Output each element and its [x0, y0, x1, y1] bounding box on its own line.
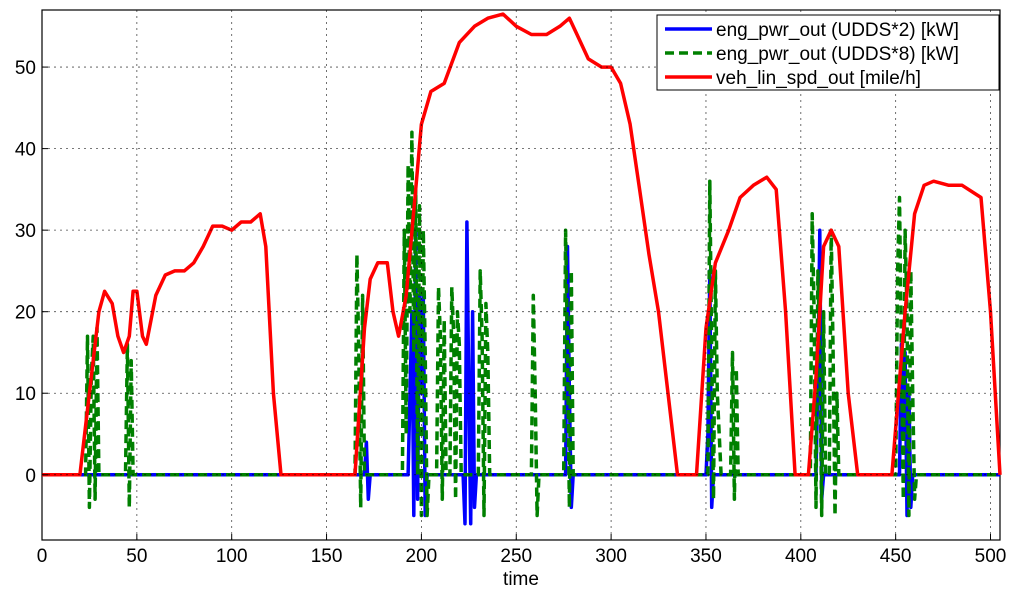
- x-tick-label: 450: [880, 546, 912, 567]
- y-tick-label: 0: [25, 466, 36, 487]
- x-tick-label: 200: [406, 546, 438, 567]
- y-tick-label: 30: [15, 221, 36, 242]
- y-tick-label: 20: [15, 303, 36, 324]
- x-tick-label: 500: [975, 546, 1007, 567]
- x-tick-label: 150: [311, 546, 343, 567]
- legend-label: eng_pwr_out (UDDS*8) [kW]: [716, 44, 959, 65]
- x-axis-label: time: [503, 569, 539, 590]
- x-tick-label: 300: [595, 546, 627, 567]
- x-tick-label: 400: [785, 546, 817, 567]
- x-tick-label: 50: [126, 546, 147, 567]
- series-line: [42, 220, 1000, 526]
- legend-box: [656, 14, 1000, 91]
- x-tick-label: 0: [37, 546, 48, 567]
- series-line: [42, 12, 1002, 477]
- x-tick-label: 250: [500, 546, 532, 567]
- x-tick-label: 100: [216, 546, 248, 567]
- y-tick-label: 40: [15, 140, 36, 161]
- legend: eng_pwr_out (UDDS*2) [kW] eng_pwr_out (UD…: [656, 14, 1000, 91]
- legend-label: veh_lin_spd_out [mile/h]: [716, 68, 921, 89]
- y-tick-label: 50: [15, 58, 36, 79]
- y-tick-label: 10: [15, 384, 36, 405]
- axes: 0 50 100 150 200 250 300 350 400 450 500 0 10 20 30 40 5…: [15, 10, 1007, 567]
- plot: [42, 12, 1002, 526]
- x-tick-label: 350: [690, 546, 722, 567]
- legend-label: eng_pwr_out (UDDS*2) [kW]: [716, 20, 959, 41]
- series-line: [42, 130, 1000, 518]
